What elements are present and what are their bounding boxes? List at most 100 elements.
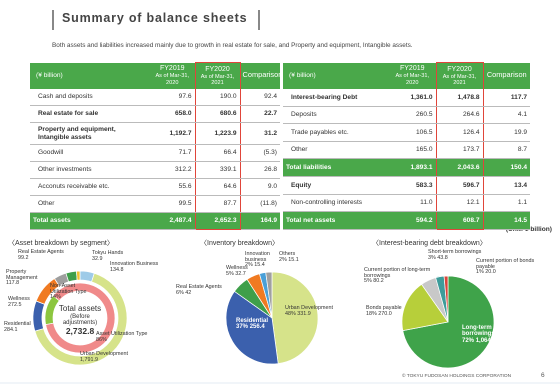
- cell-value: 14.5: [483, 211, 530, 230]
- cell-value: 13.4: [483, 176, 530, 195]
- row-label: Trade payables etc.: [283, 123, 389, 142]
- slice-name: Short-term borrowings: [428, 249, 482, 255]
- slice-label: Real Estate Agents 6% 42: [176, 284, 231, 297]
- slice-label: Real Estate Agents 99.2: [18, 249, 78, 261]
- slice-label: Urban Development 48% 331.9: [285, 305, 340, 317]
- slice-percent: 2%: [245, 262, 253, 269]
- cell-value: 173.7: [435, 141, 484, 160]
- slice-name: Bonds payable: [366, 305, 402, 311]
- slice-value: 256.4: [249, 324, 265, 331]
- fiscal-year: FY2019: [159, 65, 185, 73]
- comparison-header: Comparison: [483, 62, 530, 89]
- table-row: Acconuts receivable etc. 55.6 64.6 9.0: [30, 178, 280, 196]
- slice-label: Current portion of bonds payable 1% 20.0: [476, 258, 538, 276]
- table-row: Real estate for sale 658.0 680.6 22.7: [30, 105, 280, 123]
- slice-label: Wellness 272.5: [8, 296, 48, 308]
- year-header: FY2020 As of Mar-31, 2021: [435, 62, 484, 89]
- slice-value: 134.8: [110, 266, 124, 273]
- cell-value: 2,487.4: [150, 212, 195, 230]
- slice: [265, 271, 273, 319]
- cell-value: (11.8): [240, 195, 280, 213]
- slice-figures: 18% 270.0: [366, 310, 418, 318]
- as-of-date: 2021: [453, 80, 466, 87]
- cell-value: 680.6: [194, 105, 241, 123]
- cell-value: 1,478.8: [435, 89, 484, 107]
- slice-name: Wellness: [226, 265, 248, 271]
- inner-label: Non-Asset Utilization Type 14%: [50, 283, 96, 301]
- cell-value: 1,893.1: [389, 158, 436, 177]
- cell-value: 1,223.9: [194, 122, 241, 145]
- cell-value: 150.4: [483, 158, 530, 177]
- cell-value: 55.6: [150, 178, 195, 196]
- slice-value: 15.1: [288, 256, 299, 263]
- cell-value: 9.0: [240, 178, 280, 196]
- cell-value: 1,361.0: [389, 89, 436, 107]
- cell-value: 339.1: [194, 161, 241, 179]
- unit-header: (¥ billion): [30, 62, 150, 89]
- slice-figures: 117.8: [6, 281, 56, 287]
- slice-name: Innovation Business: [110, 261, 159, 267]
- as-of-date: As of Mar-31,: [200, 73, 235, 80]
- table-row: Total liabilities 1,893.1 2,043.6 150.4: [283, 158, 530, 177]
- slice: [443, 275, 449, 323]
- slice-value: 1,064.0: [475, 337, 496, 344]
- slice-name: Real Estate Agents: [176, 284, 222, 290]
- unit-header: (¥ billion): [283, 62, 389, 89]
- row-label: Cash and deposits: [30, 89, 150, 106]
- year-header: FY2019 As of Mar-31, 2020: [389, 62, 436, 89]
- cell-value: 87.7: [194, 195, 241, 213]
- slice-percent: 2%: [279, 256, 287, 263]
- slice-figures: 5% 80.2: [364, 279, 436, 285]
- slice-name: Current portion of long-term borrowings: [364, 267, 431, 279]
- slice-value: 32.7: [235, 270, 246, 277]
- slice-figures: 1,791.9: [80, 356, 140, 364]
- slice-label: Wellness 5% 32.7: [226, 265, 266, 277]
- table-row: Equity 583.3 596.7 13.4: [283, 176, 530, 195]
- slice-figures: 284.1: [4, 327, 44, 334]
- slice-label: Short-term borrowings 3% 43.8: [428, 249, 490, 262]
- cell-value: 92.4: [240, 89, 280, 106]
- cell-value: 594.2: [389, 211, 436, 230]
- slice-percent: 37%: [236, 324, 249, 331]
- slice-value: 43.8: [437, 254, 448, 261]
- slice-name: Urban Development: [285, 305, 333, 311]
- as-of-date: As of Mar-31,: [395, 73, 430, 80]
- table-row: Total assets 2,487.4 2,652.3 164.9: [30, 212, 280, 230]
- cell-value: 99.5: [150, 195, 195, 213]
- slice-value: 42: [185, 289, 192, 296]
- slice: [401, 283, 449, 332]
- slice-figures: 3% 43.8: [428, 254, 490, 262]
- slice: [44, 295, 60, 325]
- table-row: Trade payables etc. 106.5 126.4 19.9: [283, 123, 530, 142]
- slice-figures: 134.8: [110, 266, 172, 274]
- title-bar-right: [258, 10, 260, 30]
- cell-value: 2,652.3: [194, 212, 241, 230]
- slice-percent: 5%: [364, 278, 372, 285]
- slice-percent: 18%: [366, 310, 377, 317]
- year-header: FY2020 As of Mar-31, 2021: [194, 62, 241, 89]
- table-row: Other investments 312.2 339.1 26.8: [30, 161, 280, 179]
- table-row: Property and equipment, Intangible asset…: [30, 122, 280, 145]
- slice-figures: 6% 42: [176, 289, 231, 297]
- cell-value: 164.9: [240, 212, 280, 230]
- slice-value: 1,791.9: [80, 356, 98, 363]
- table-body: Cash and deposits 97.6 190.0 92.4 Real estat…: [30, 89, 280, 230]
- slice-name: Residential: [236, 318, 269, 324]
- slice-name: Wellness: [8, 296, 30, 302]
- chart-title: 〈Inventory breakdown〉: [200, 240, 279, 247]
- table-row: Non-controlling interests 11.0 12.1 1.1: [283, 194, 530, 213]
- slice-label: Residential 284.1: [4, 321, 44, 334]
- slice-name: Current portion of bonds payable: [476, 258, 535, 270]
- slice-value: 270.0: [378, 310, 392, 317]
- cell-value: 260.5: [389, 106, 436, 125]
- as-of-date: 2021: [211, 80, 224, 87]
- copyright: © TOKYU FUDOSAN HOLDINGS CORPORATION: [402, 374, 512, 379]
- center-line: Total assets: [58, 304, 102, 313]
- slice-label: Innovation Business 134.8: [110, 261, 172, 274]
- slice: [225, 290, 279, 365]
- slice-value: 32.9: [92, 255, 103, 262]
- cell-value: 583.3: [389, 176, 436, 195]
- row-label: Total liabilities: [283, 158, 389, 177]
- cell-value: 2,043.6: [435, 158, 484, 177]
